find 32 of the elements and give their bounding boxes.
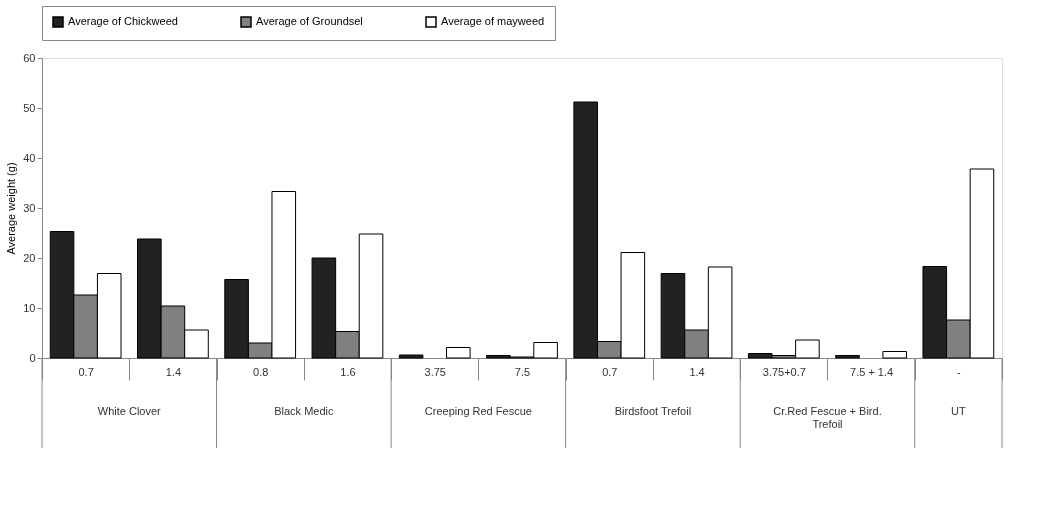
- y-tick-label: 50: [23, 101, 36, 114]
- x-tick-label: 0.7: [602, 365, 618, 378]
- y-tick-label: 40: [23, 151, 36, 164]
- y-tick-label: 60: [23, 51, 36, 64]
- text: White Clover: [97, 405, 162, 417]
- x-tick-label: -: [957, 365, 962, 378]
- x-tick-label: 1.4: [689, 365, 705, 378]
- y-tick-label: 0: [29, 351, 36, 364]
- x-tick-label: 0.8: [253, 365, 269, 378]
- bar: [835, 355, 860, 359]
- text: Birdsfoot Trefoil: [614, 405, 692, 417]
- x-tick-label: 1.6: [340, 365, 356, 378]
- x-tick-label: 0.7: [78, 365, 94, 378]
- legend-label: Average of Chickweed: [68, 15, 178, 27]
- bar: [882, 351, 907, 359]
- text: Creeping Red Fescue: [424, 405, 532, 417]
- x-tick-label: 3.75: [424, 365, 446, 378]
- x-tick-label: 7.5: [514, 365, 531, 378]
- legend-label: Average of mayweed: [441, 15, 545, 27]
- y-axis-title: Average weight (g): [5, 162, 18, 255]
- bar: [446, 347, 471, 359]
- x-tick-label: 1.4: [165, 365, 182, 378]
- x-tick-label: 3.75+0.7: [762, 365, 806, 378]
- text: Black Medic: [274, 405, 334, 417]
- text: UT: [951, 405, 966, 417]
- y-tick-label: 30: [23, 201, 36, 214]
- y-tick-label: 10: [23, 301, 36, 314]
- y-tick-label: 20: [23, 251, 36, 264]
- x-tick-label: 7.5 + 1.4: [850, 365, 894, 378]
- text: Cr.Red Fescue + Bird. Trefoil: [773, 405, 882, 430]
- bar: [398, 354, 424, 359]
- legend-label: Average of Groundsel: [256, 15, 363, 27]
